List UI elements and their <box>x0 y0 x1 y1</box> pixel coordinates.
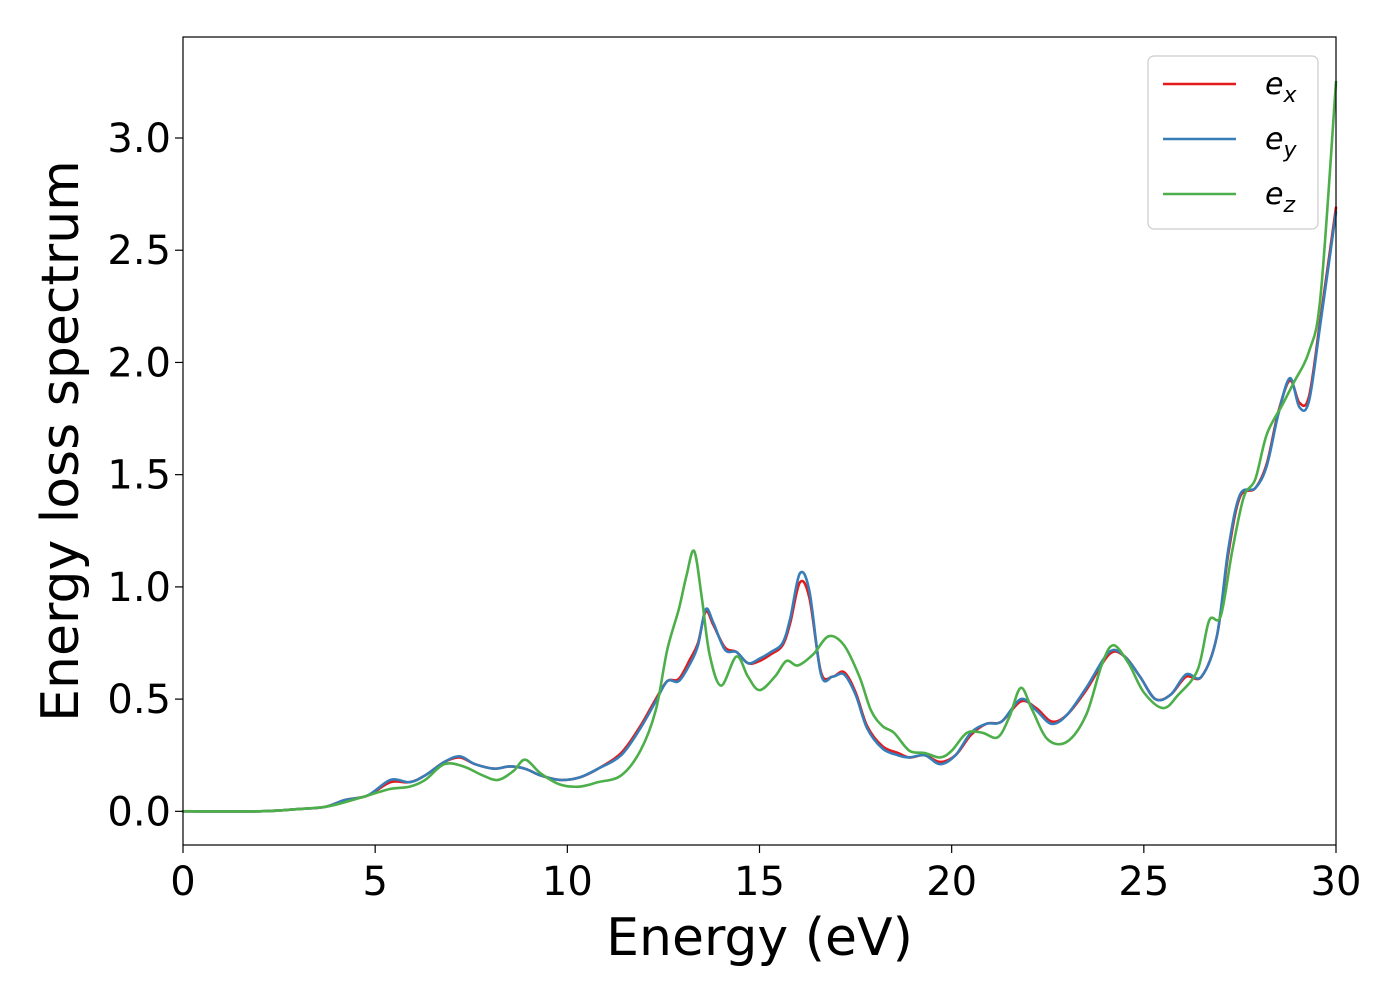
x-tick-label: 5 <box>362 859 387 905</box>
y-tick-label: 2.5 <box>107 228 171 274</box>
x-axis-ticks: 0 5 10 15 20 25 30 <box>170 845 1361 905</box>
x-tick-label: 0 <box>170 859 195 905</box>
series-line-y <box>181 210 1338 813</box>
y-tick-label: 1.0 <box>107 565 171 611</box>
y-tick-label: 1.5 <box>107 453 171 499</box>
series-lines <box>181 80 1338 813</box>
series-line-z <box>181 80 1338 813</box>
y-axis-label: Energy loss spectrum <box>31 160 91 722</box>
legend-label-x: ex <box>1265 67 1297 108</box>
y-tick-label: 3.0 <box>107 116 171 162</box>
y-tick-label: 0.5 <box>107 677 171 723</box>
series-line-x <box>181 206 1338 813</box>
legend-box <box>1147 55 1319 230</box>
legend-label-y: ey <box>1265 122 1297 163</box>
legend: ex ey ez <box>1147 55 1319 230</box>
x-tick-label: 25 <box>1118 859 1169 905</box>
legend-label-z: ez <box>1265 177 1295 218</box>
y-tick-label: 0.0 <box>107 789 171 835</box>
x-axis-label: Energy (eV) <box>606 908 913 968</box>
x-tick-label: 15 <box>734 859 785 905</box>
x-tick-label: 20 <box>926 859 977 905</box>
y-axis-ticks: 0.0 0.5 1.0 1.5 2.0 2.5 3.0 <box>107 116 183 835</box>
y-tick-label: 2.0 <box>107 340 171 386</box>
x-tick-label: 10 <box>542 859 593 905</box>
x-tick-label: 30 <box>1311 859 1362 905</box>
